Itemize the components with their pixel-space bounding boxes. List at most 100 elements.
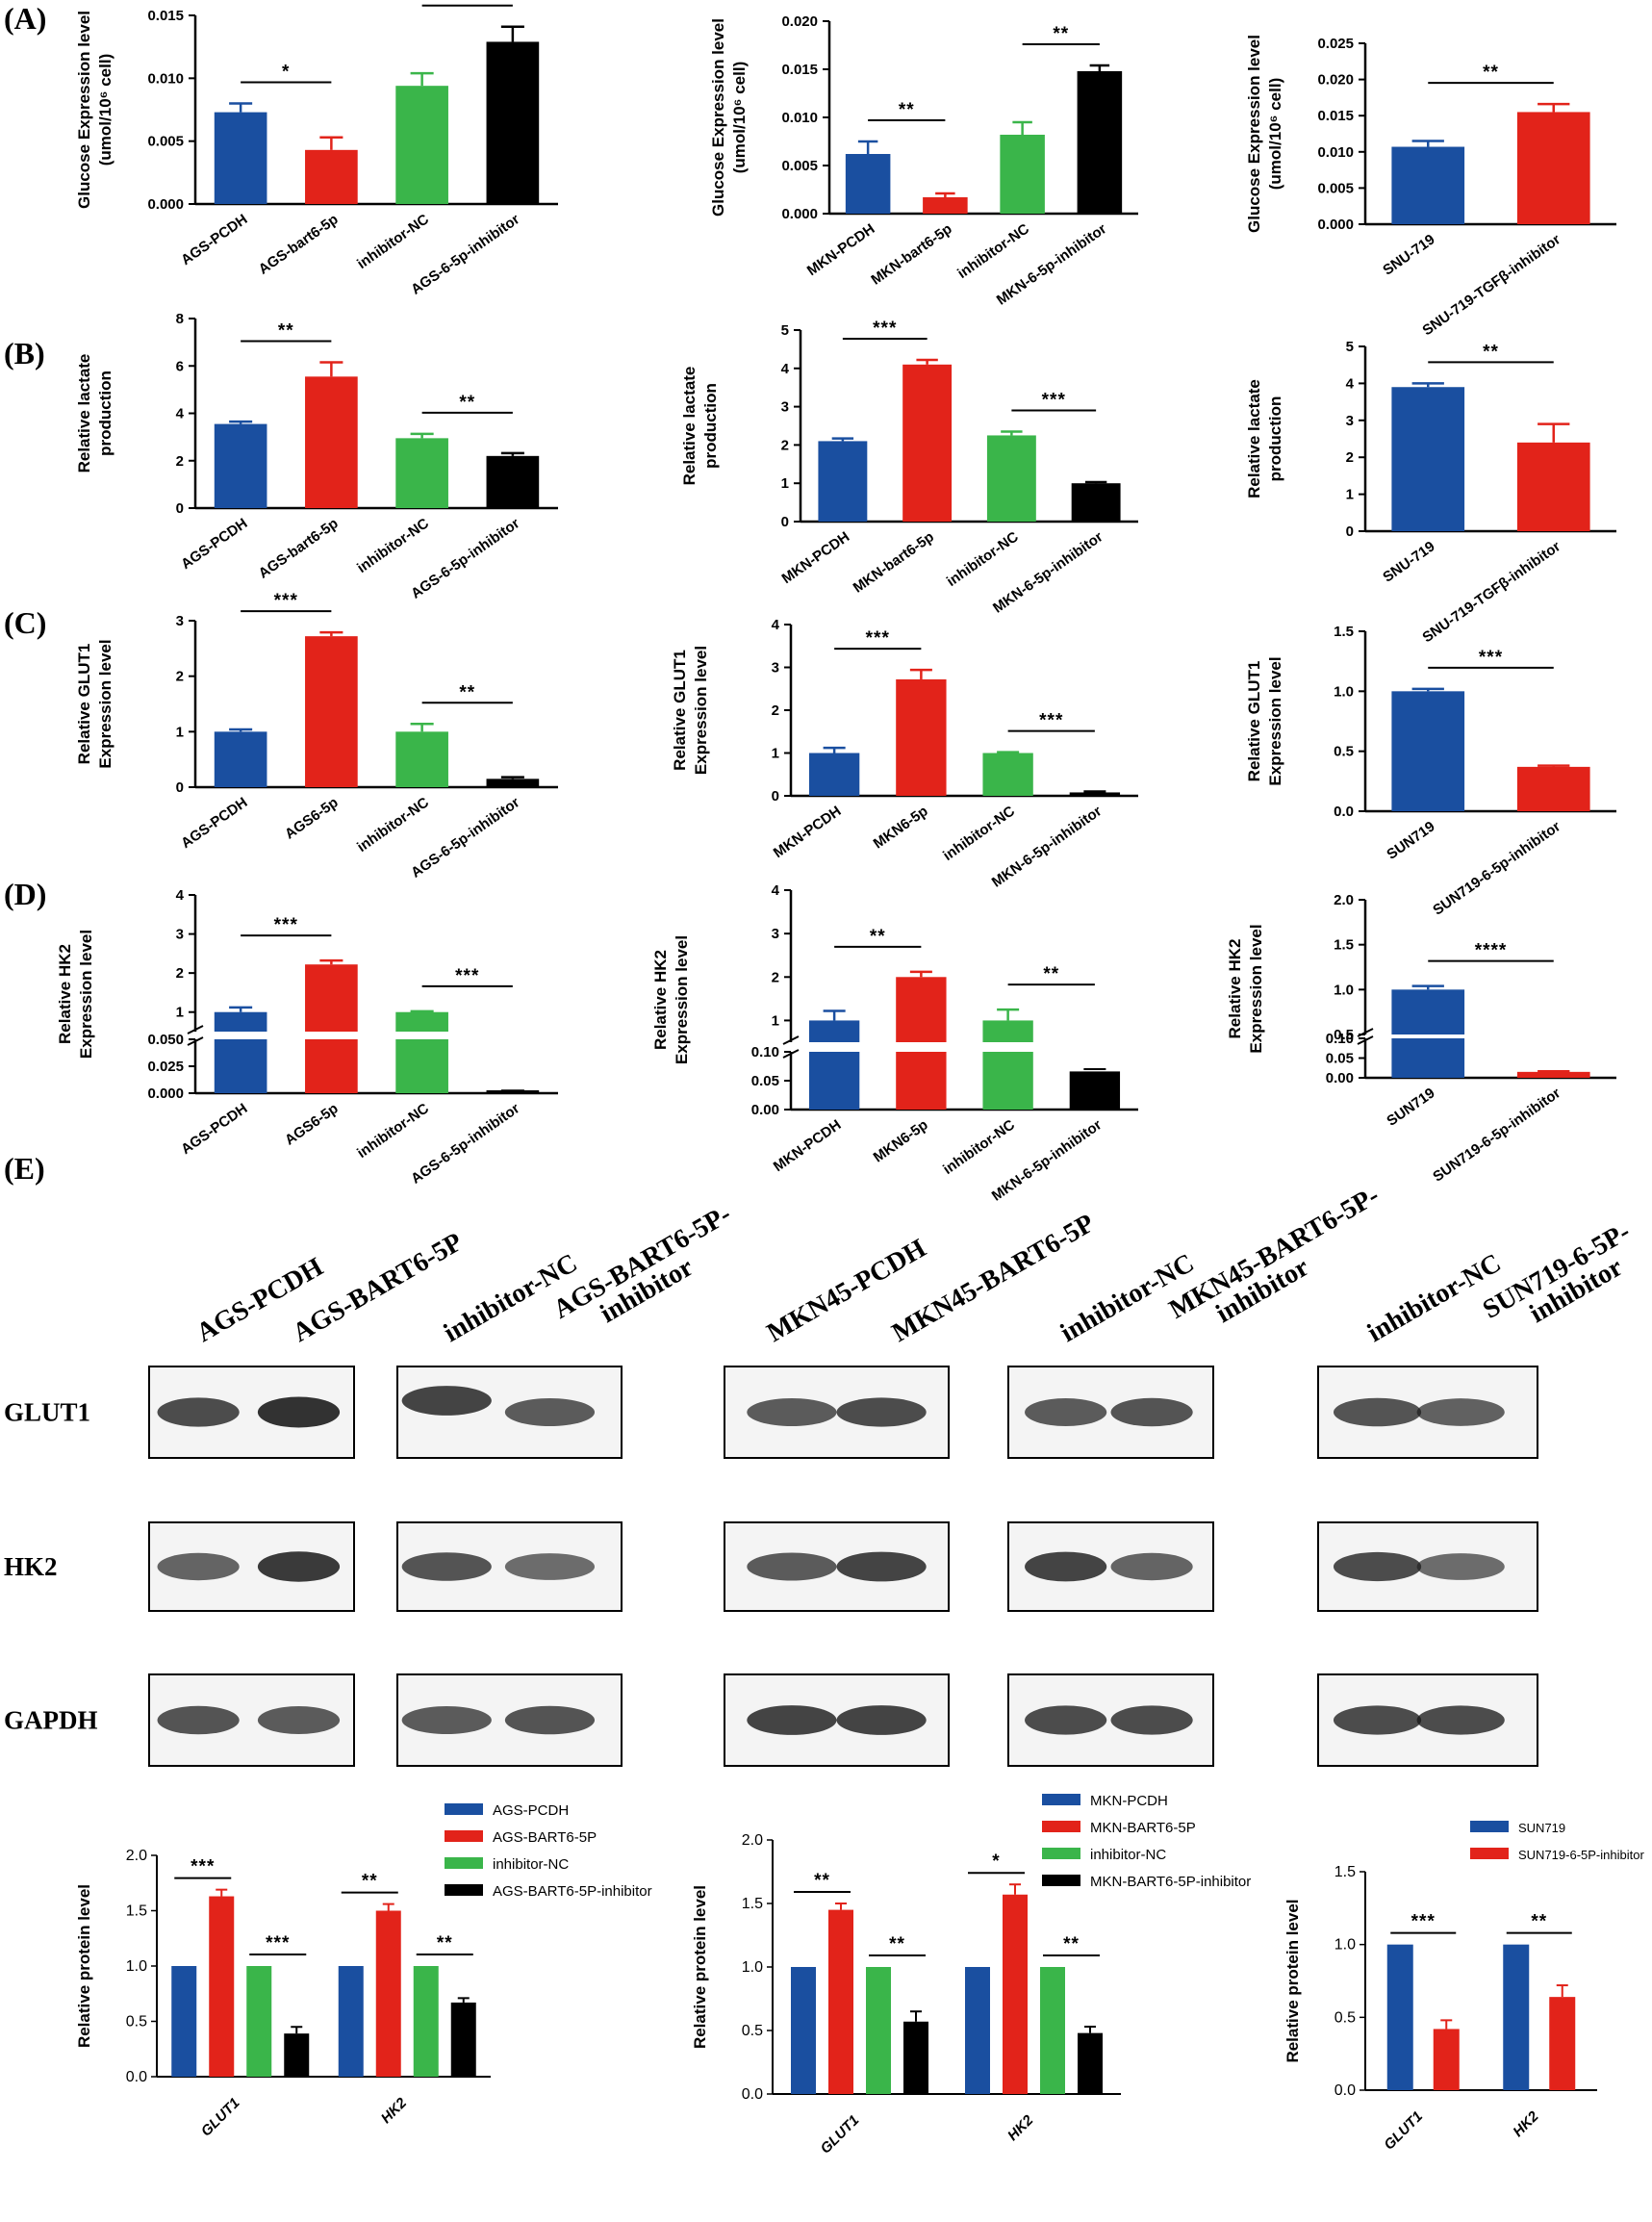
D1-sig-label: *** [455,966,479,986]
E3-y-tick-label: 1.5 [1334,1864,1356,1880]
D3-y-tick-label: 2.0 [1334,892,1354,908]
blot-band [747,1705,837,1735]
E2-bar-MKN-BART6-5P [828,1909,853,2094]
D1-y-tick-label: 4 [176,887,185,904]
C1-bar-3 [395,731,448,787]
B2-sig-label: *** [1042,390,1066,410]
B2-y-axis-label: Relative lactate [680,367,699,486]
B1-y-tick-label: 0 [176,500,184,517]
E2-y-tick-label: 0.0 [742,2086,763,2103]
A3-y-tick-label: 0.000 [1317,217,1354,233]
D1-bar-1-lower [214,1039,267,1093]
D1-category-label: AGS6-5p [282,1100,342,1148]
C1-bar-1 [214,731,267,787]
E2-legend-label: MKN-BART6-5P-inhibitor [1090,1874,1251,1890]
C2-sig-label: *** [1039,711,1063,731]
panel-label-a: (A) [4,1,46,36]
E1-bar-AGS-BART6-5P [209,1896,235,2077]
blot-band [1333,1397,1422,1427]
D2-category-label: MKN6-5p [871,1116,931,1165]
blot-band [1110,1705,1193,1735]
panel-label-b: (B) [4,336,45,370]
A1-y-tick-label: 0.015 [147,8,184,24]
chart-a1: 0.000 0.005 0.010 0.015 AGS-PCDH AGS-bart6-5p… [75,0,558,298]
C3-category-label: SUN719-6-5p-inhibitor [1430,818,1563,918]
B1-bar-1 [214,423,267,508]
C2-sig-label: *** [866,628,890,649]
E1-legend-label: AGS-PCDH [493,1802,569,1819]
E2-bar-MKN-PCDH [791,1967,816,2094]
E2-legend-swatch [1042,1848,1080,1859]
E2-y-tick-label: 1.5 [742,1896,763,1912]
C1-y-axis-label: Relative GLUT1 [75,644,93,765]
E1-bar-inhibitor-NC [413,1966,439,2077]
chart-d1: 1 2 3 4 0.000 0.025 0.050 AGS-PCDH AGS6-5p inhibi… [56,887,558,1188]
A2-y-tick-label: 0.010 [781,110,818,126]
E3-legend-label: SUN719 [1518,1821,1565,1835]
E1-sig-label: ** [437,1933,453,1954]
E2-y-tick-label: 2.0 [742,1832,763,1849]
B3-y-tick-label: 4 [1346,375,1355,392]
D1-sig-label: *** [274,915,298,935]
E2-bar-MKN-BART6-5P-inhibitor [1078,2032,1103,2094]
E2-category-label: GLUT1 [818,2112,863,2158]
B2-bar-2 [902,364,953,522]
blot-band [401,1552,492,1581]
A1-y-tick-label: 0.005 [147,134,184,150]
B1-bar-2 [305,376,358,508]
blot-band [747,1398,837,1426]
E3-category-label: HK2 [1510,2107,1542,2140]
E2-y-axis-label: Relative protein level [691,1885,709,2049]
A2-y-axis-label: Glucose Expression level [709,18,727,217]
D3-category-label: SUN719 [1384,1085,1437,1129]
E3-bar-SUN719 [1386,1944,1413,2090]
A2-y-tick-label: 0.020 [781,13,818,30]
D1-y-axis-label-2: Expression level [77,930,95,1059]
E2-legend-swatch [1042,1821,1080,1832]
B3-y-tick-label: 2 [1346,449,1354,466]
C2-bar-1 [808,753,860,796]
E1-y-tick-label: 1.5 [126,1903,147,1920]
E1-category-label: HK2 [378,2094,411,2127]
B3-y-tick-label: 5 [1346,339,1354,355]
D2-bar-4 [1069,1071,1121,1110]
D3-bar-2 [1516,1071,1590,1078]
C3-y-tick-label: 1.0 [1334,683,1354,700]
B2-category-label: MKN-PCDH [779,528,853,587]
E3-legend-swatch [1470,1821,1509,1832]
A3-y-axis-label: Glucose Expression level [1245,35,1263,233]
B2-y-tick-label: 3 [781,399,789,416]
E1-legend-swatch [445,1857,483,1869]
E1-bar-AGS-PCDH [171,1966,197,2077]
blot-lane-label-multiline: SUN719-6-5P-inhibitor [1478,1216,1649,1348]
E1-category-label: GLUT1 [198,2095,243,2140]
B2-y-axis-label-2: production [701,383,720,469]
B1-y-axis-label-2: production [96,370,114,456]
C3-bar-1 [1391,691,1465,811]
A2-category-label: MKN-PCDH [804,220,878,279]
A3-y-tick-label: 0.025 [1317,36,1354,52]
C1-y-tick-label: 1 [176,724,184,740]
E3-legend-swatch [1470,1848,1509,1859]
B2-category-label: inhibitor-NC [944,528,1022,590]
E3-bar-SUN719-6-5P-inhibitor [1549,1997,1576,2090]
blot-band [1025,1398,1107,1426]
E1-bar-inhibitor-NC [246,1966,272,2077]
E1-bar-AGS-BART6-5P-inhibitor [450,2002,476,2077]
B2-sig-label: *** [873,319,897,339]
E1-y-tick-label: 2.0 [126,1848,147,1864]
D1-bar-2 [305,964,358,1032]
C2-category-label: MKN6-5p [871,803,931,852]
C2-bar-3 [982,753,1033,796]
A1-y-axis-label: Glucose Expression level [75,11,93,209]
E2-bar-MKN-PCDH [965,1967,990,2094]
E1-y-tick-label: 0.0 [126,2069,147,2085]
D1-y-tick-label: 1 [176,1005,184,1021]
E1-legend-swatch [445,1884,483,1896]
D2-bar-3 [982,1020,1033,1042]
blot-band [401,1706,492,1734]
